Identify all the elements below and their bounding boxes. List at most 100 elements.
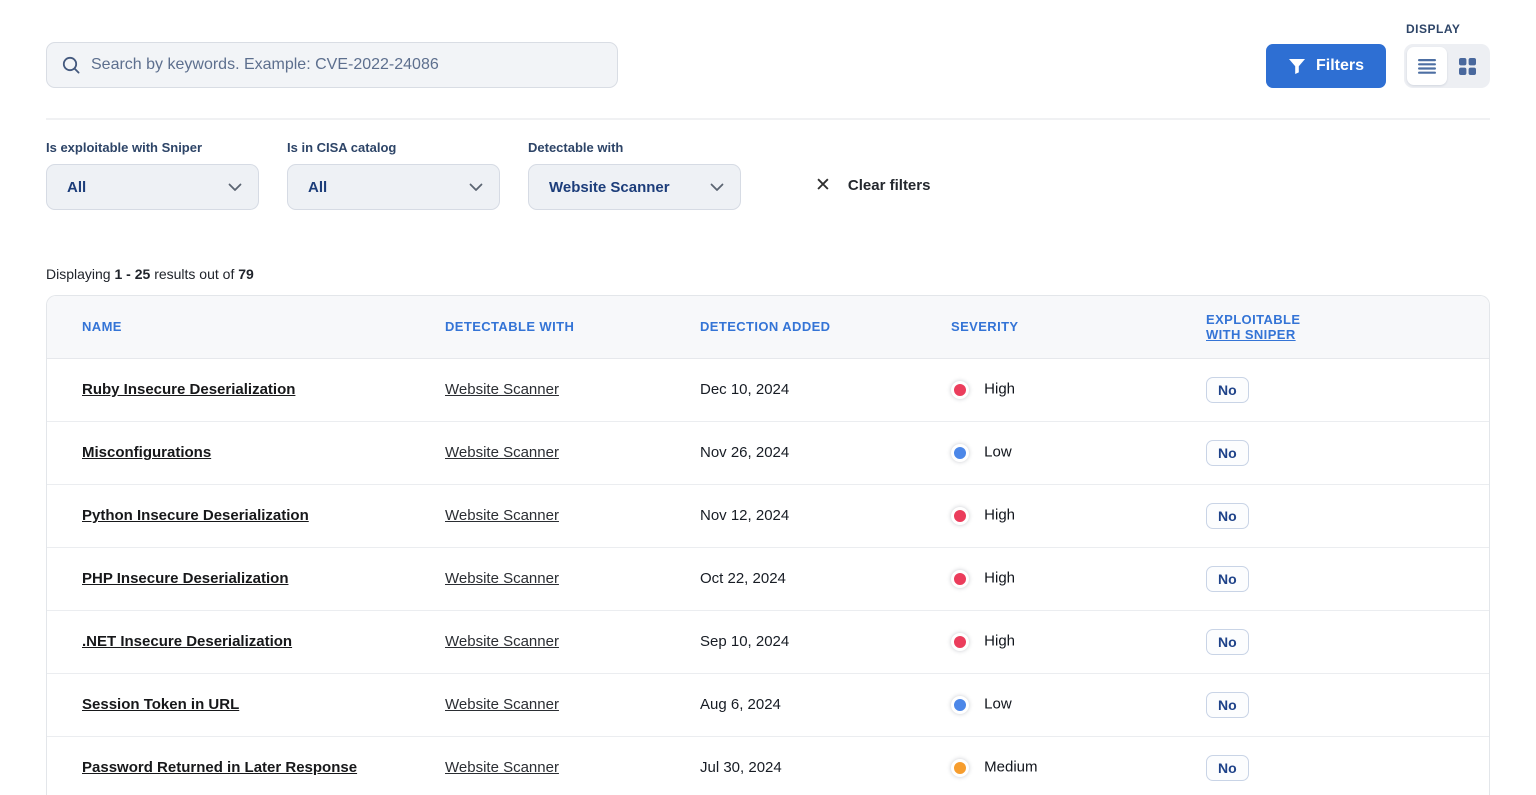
detection-added-date: Nov 26, 2024 (700, 421, 951, 485)
chevron-down-icon (228, 183, 242, 191)
detection-added-date-text: Oct 22, 2024 (700, 570, 786, 587)
exploitable-with-sniper-select[interactable]: All (46, 164, 259, 210)
list-view-icon (1418, 59, 1436, 74)
detection-added-date: Jul 30, 2024 (700, 736, 951, 795)
exploitable-header-line2: WITH SNIPER (1206, 326, 1296, 342)
detection-name-link[interactable]: .NET Insecure Deserialization (82, 633, 293, 650)
table-row: Password Returned in Later Response Webs… (47, 736, 1489, 795)
results-summary: Displaying 1 - 25 results out of 79 (46, 266, 1490, 282)
detections-table: NAME DETECTABLE WITH DETECTION ADDED SEV… (47, 296, 1489, 795)
detectable-with-link[interactable]: Website Scanner (445, 633, 559, 650)
severity-cell: High (951, 547, 1206, 611)
toolbar-right: Filters DISPLAY (1265, 22, 1490, 88)
severity-dot (951, 380, 969, 399)
detection-added-date: Nov 12, 2024 (700, 484, 951, 548)
table-row: Python Insecure Deserialization Website … (47, 484, 1489, 548)
grid-view-icon (1458, 57, 1476, 75)
table-row: .NET Insecure Deserialization Website Sc… (47, 610, 1489, 674)
filter-group-exploitable: Is exploitable with Sniper All (46, 140, 259, 210)
detection-added-date-text: Aug 6, 2024 (700, 696, 781, 713)
severity-label: Low (984, 444, 1012, 462)
exploitable-cell: No (1206, 358, 1489, 422)
top-toolbar: Filters DISPLAY (46, 0, 1490, 88)
detection-name-link[interactable]: Python Insecure Deserialization (82, 507, 309, 524)
filter-label-detectable: Detectable with (528, 140, 624, 155)
severity-cell: High (951, 610, 1206, 674)
list-view-button[interactable] (1407, 47, 1447, 85)
exploitable-badge: No (1206, 628, 1249, 655)
detectable-with-link[interactable]: Website Scanner (445, 507, 559, 524)
severity-dot (951, 443, 969, 462)
filters-button[interactable]: Filters (1265, 44, 1386, 88)
close-icon: ✕ (815, 175, 831, 196)
dropdown-value: Website Scanner (549, 178, 670, 196)
detectable-with-link[interactable]: Website Scanner (445, 444, 559, 461)
filter-label-cisa: Is in CISA catalog (287, 140, 397, 155)
detection-added-date-text: Nov 26, 2024 (700, 444, 790, 461)
detection-added-date-text: Sep 10, 2024 (700, 633, 790, 650)
detection-added-date-text: Jul 30, 2024 (700, 759, 782, 776)
display-label: DISPLAY (1406, 22, 1461, 36)
detection-name-link[interactable]: Password Returned in Later Response (82, 759, 358, 776)
table-header-row: NAME DETECTABLE WITH DETECTION ADDED SEV… (47, 296, 1489, 359)
clear-filters-button[interactable]: ✕ Clear filters (815, 176, 930, 195)
detectable-with-link[interactable]: Website Scanner (445, 381, 559, 398)
column-header-exploitable-with-sniper[interactable]: EXPLOITABLE WITH SNIPER (1206, 296, 1489, 359)
detection-added-date: Aug 6, 2024 (700, 673, 951, 737)
filter-label-exploitable: Is exploitable with Sniper (46, 140, 203, 155)
detectable-with-link[interactable]: Website Scanner (445, 570, 559, 587)
severity-dot (951, 632, 969, 651)
column-header-name[interactable]: NAME (47, 296, 445, 359)
detectable-with-link[interactable]: Website Scanner (445, 759, 559, 776)
grid-view-button[interactable] (1447, 47, 1487, 85)
severity-label: High (984, 570, 1016, 588)
exploitable-cell: No (1206, 484, 1489, 548)
filter-funnel-icon (1288, 58, 1305, 74)
detection-name-link[interactable]: Ruby Insecure Deserialization (82, 381, 296, 398)
detectable-with-select[interactable]: Website Scanner (528, 164, 741, 210)
detection-added-date: Dec 10, 2024 (700, 358, 951, 422)
search-bar[interactable] (46, 42, 618, 88)
severity-cell: Low (951, 421, 1206, 485)
detection-name-link[interactable]: Misconfigurations (82, 444, 212, 461)
exploitable-badge: No (1206, 754, 1249, 781)
column-header-severity[interactable]: SEVERITY (951, 296, 1206, 359)
detectable-with-link[interactable]: Website Scanner (445, 696, 559, 713)
severity-label: Medium (984, 759, 1038, 777)
severity-cell: High (951, 358, 1206, 422)
table-row: Ruby Insecure Deserialization Website Sc… (47, 358, 1489, 422)
detection-name-link[interactable]: PHP Insecure Deserialization (82, 570, 289, 587)
clear-filters-label: Clear filters (847, 177, 931, 194)
exploitable-cell: No (1206, 610, 1489, 674)
exploitable-badge: No (1206, 439, 1249, 466)
table-row: Misconfigurations Website Scanner Nov 26… (47, 421, 1489, 485)
severity-dot (951, 758, 969, 777)
results-summary-middle: results out of (154, 266, 235, 282)
search-input[interactable] (91, 56, 603, 74)
severity-cell: Low (951, 673, 1206, 737)
results-summary-prefix: Displaying (46, 266, 111, 282)
severity-cell: Medium (951, 736, 1206, 795)
filter-group-detectable: Detectable with Website Scanner (528, 140, 741, 210)
results-range: 1 - 25 (114, 266, 151, 282)
detection-name-link[interactable]: Session Token in URL (82, 696, 240, 713)
column-header-detection-added[interactable]: DETECTION ADDED (700, 296, 951, 359)
chevron-down-icon (469, 183, 483, 191)
results-total: 79 (238, 266, 254, 282)
detections-table-card: NAME DETECTABLE WITH DETECTION ADDED SEV… (46, 295, 1490, 795)
exploitable-cell: No (1206, 421, 1489, 485)
severity-label: High (984, 633, 1016, 651)
section-divider (46, 118, 1490, 120)
table-body: Ruby Insecure Deserialization Website Sc… (47, 358, 1489, 795)
table-row: Session Token in URL Website Scanner Aug… (47, 673, 1489, 737)
display-group: DISPLAY (1404, 22, 1490, 88)
filters-row: Is exploitable with Sniper All Is in CIS… (46, 140, 1490, 210)
detection-added-date: Oct 22, 2024 (700, 547, 951, 611)
table-row: PHP Insecure Deserialization Website Sca… (47, 547, 1489, 611)
severity-dot (951, 506, 969, 525)
cisa-catalog-select[interactable]: All (287, 164, 500, 210)
column-header-detectable-with[interactable]: DETECTABLE WITH (445, 296, 700, 359)
severity-label: High (984, 507, 1016, 525)
exploitable-badge: No (1206, 691, 1249, 718)
